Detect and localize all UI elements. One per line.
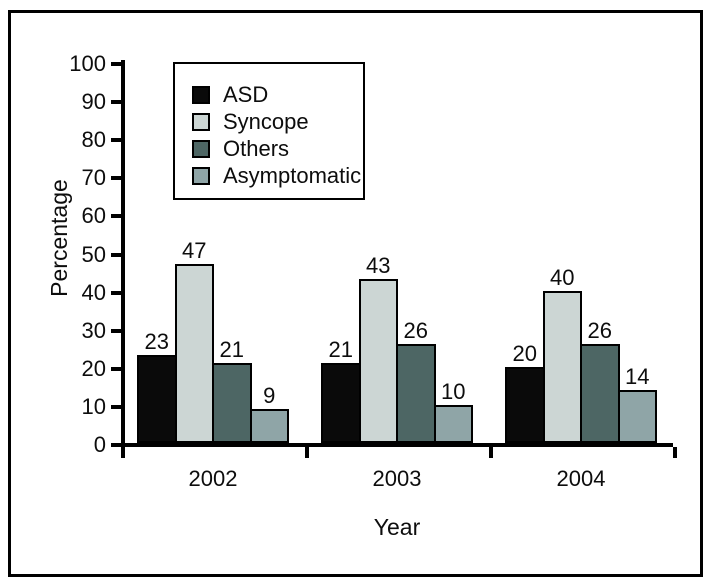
y-axis-tick xyxy=(111,62,121,66)
legend-label-asd: ASD xyxy=(223,81,269,107)
x-axis-tick-label-2002: 2002 xyxy=(188,466,238,491)
y-axis-tick-label: 30 xyxy=(81,317,106,343)
x-axis-line xyxy=(121,443,673,447)
legend-item-others: Others xyxy=(192,135,363,162)
legend-label-asymptomatic: Asymptomatic xyxy=(223,162,362,188)
bar-value-others-2002: 21 xyxy=(219,337,244,362)
y-axis-tick xyxy=(111,138,121,143)
y-axis-tick xyxy=(111,100,121,105)
bar-value-asymptomatic-2003: 10 xyxy=(441,379,466,404)
y-axis-tick-label: 40 xyxy=(81,279,106,305)
bar-value-syncope-2004: 40 xyxy=(550,265,575,290)
legend-item-asd: ASD xyxy=(192,81,363,108)
x-axis-tick-label-2003: 2003 xyxy=(372,466,422,491)
bar-asd-2003 xyxy=(321,363,361,443)
y-axis-tick-label: 10 xyxy=(81,393,106,419)
y-axis-tick xyxy=(111,252,121,257)
bar-others-2003 xyxy=(396,344,436,443)
y-axis-tick-label: 60 xyxy=(81,203,106,229)
x-axis-tick xyxy=(673,447,677,458)
bar-syncope-2002 xyxy=(174,264,214,443)
bar-value-others-2004: 26 xyxy=(587,318,612,343)
bar-value-asd-2002: 23 xyxy=(144,329,169,354)
y-axis-tick-label: 70 xyxy=(81,165,106,191)
y-axis-tick xyxy=(111,328,121,333)
bar-syncope-2004 xyxy=(542,291,582,443)
bar-asd-2002 xyxy=(137,355,177,443)
y-axis-tick xyxy=(111,404,121,409)
x-axis-tick xyxy=(121,447,125,458)
legend-swatch-asd xyxy=(192,85,210,104)
bar-asd-2004 xyxy=(505,367,545,443)
x-axis-tick-label-2004: 2004 xyxy=(556,466,606,491)
bar-asymptomatic-2003 xyxy=(433,405,473,443)
bar-value-asd-2004: 20 xyxy=(512,341,537,366)
bar-value-asymptomatic-2004: 14 xyxy=(625,364,650,389)
legend-item-syncope: Syncope xyxy=(192,108,363,135)
bar-value-syncope-2002: 47 xyxy=(182,238,207,263)
y-axis-line xyxy=(121,60,125,446)
bar-value-syncope-2003: 43 xyxy=(366,253,391,278)
x-axis-title: Year xyxy=(373,514,421,540)
y-axis-tick-label: 100 xyxy=(69,51,106,76)
legend-item-asymptomatic: Asymptomatic xyxy=(192,162,363,189)
legend-label-others: Others xyxy=(223,135,290,161)
bar-syncope-2003 xyxy=(358,279,398,443)
y-axis-tick-label: 0 xyxy=(93,432,106,457)
legend-label-syncope: Syncope xyxy=(223,108,309,134)
y-axis-tick xyxy=(111,176,121,181)
y-axis-tick-label: 90 xyxy=(81,89,106,115)
bar-others-2002 xyxy=(212,363,252,443)
y-axis-tick xyxy=(111,290,121,295)
x-axis-tick xyxy=(305,447,309,458)
legend-swatch-syncope xyxy=(192,112,210,131)
y-axis-tick-label: 20 xyxy=(81,355,106,381)
bar-value-others-2003: 26 xyxy=(403,318,428,343)
bar-asymptomatic-2004 xyxy=(617,390,657,443)
bar-asymptomatic-2002 xyxy=(249,409,289,443)
y-axis-tick xyxy=(111,366,121,371)
y-axis-tick-label: 50 xyxy=(81,241,106,267)
bar-value-asd-2003: 21 xyxy=(328,337,353,362)
bar-value-asymptomatic-2002: 9 xyxy=(263,383,276,408)
legend-swatch-asymptomatic xyxy=(192,166,210,185)
bar-others-2004 xyxy=(580,344,620,443)
y-axis-tick-label: 80 xyxy=(81,127,106,153)
y-axis-tick xyxy=(111,443,121,447)
legend-box: ASD Syncope Others Asymptomatic xyxy=(173,62,365,200)
legend-swatch-others xyxy=(192,139,210,158)
x-axis-tick xyxy=(489,447,493,458)
y-axis-tick xyxy=(111,214,121,219)
plot-area: 23 47 21 9 21 43 26 10 20 40 26 14 xyxy=(123,62,673,443)
